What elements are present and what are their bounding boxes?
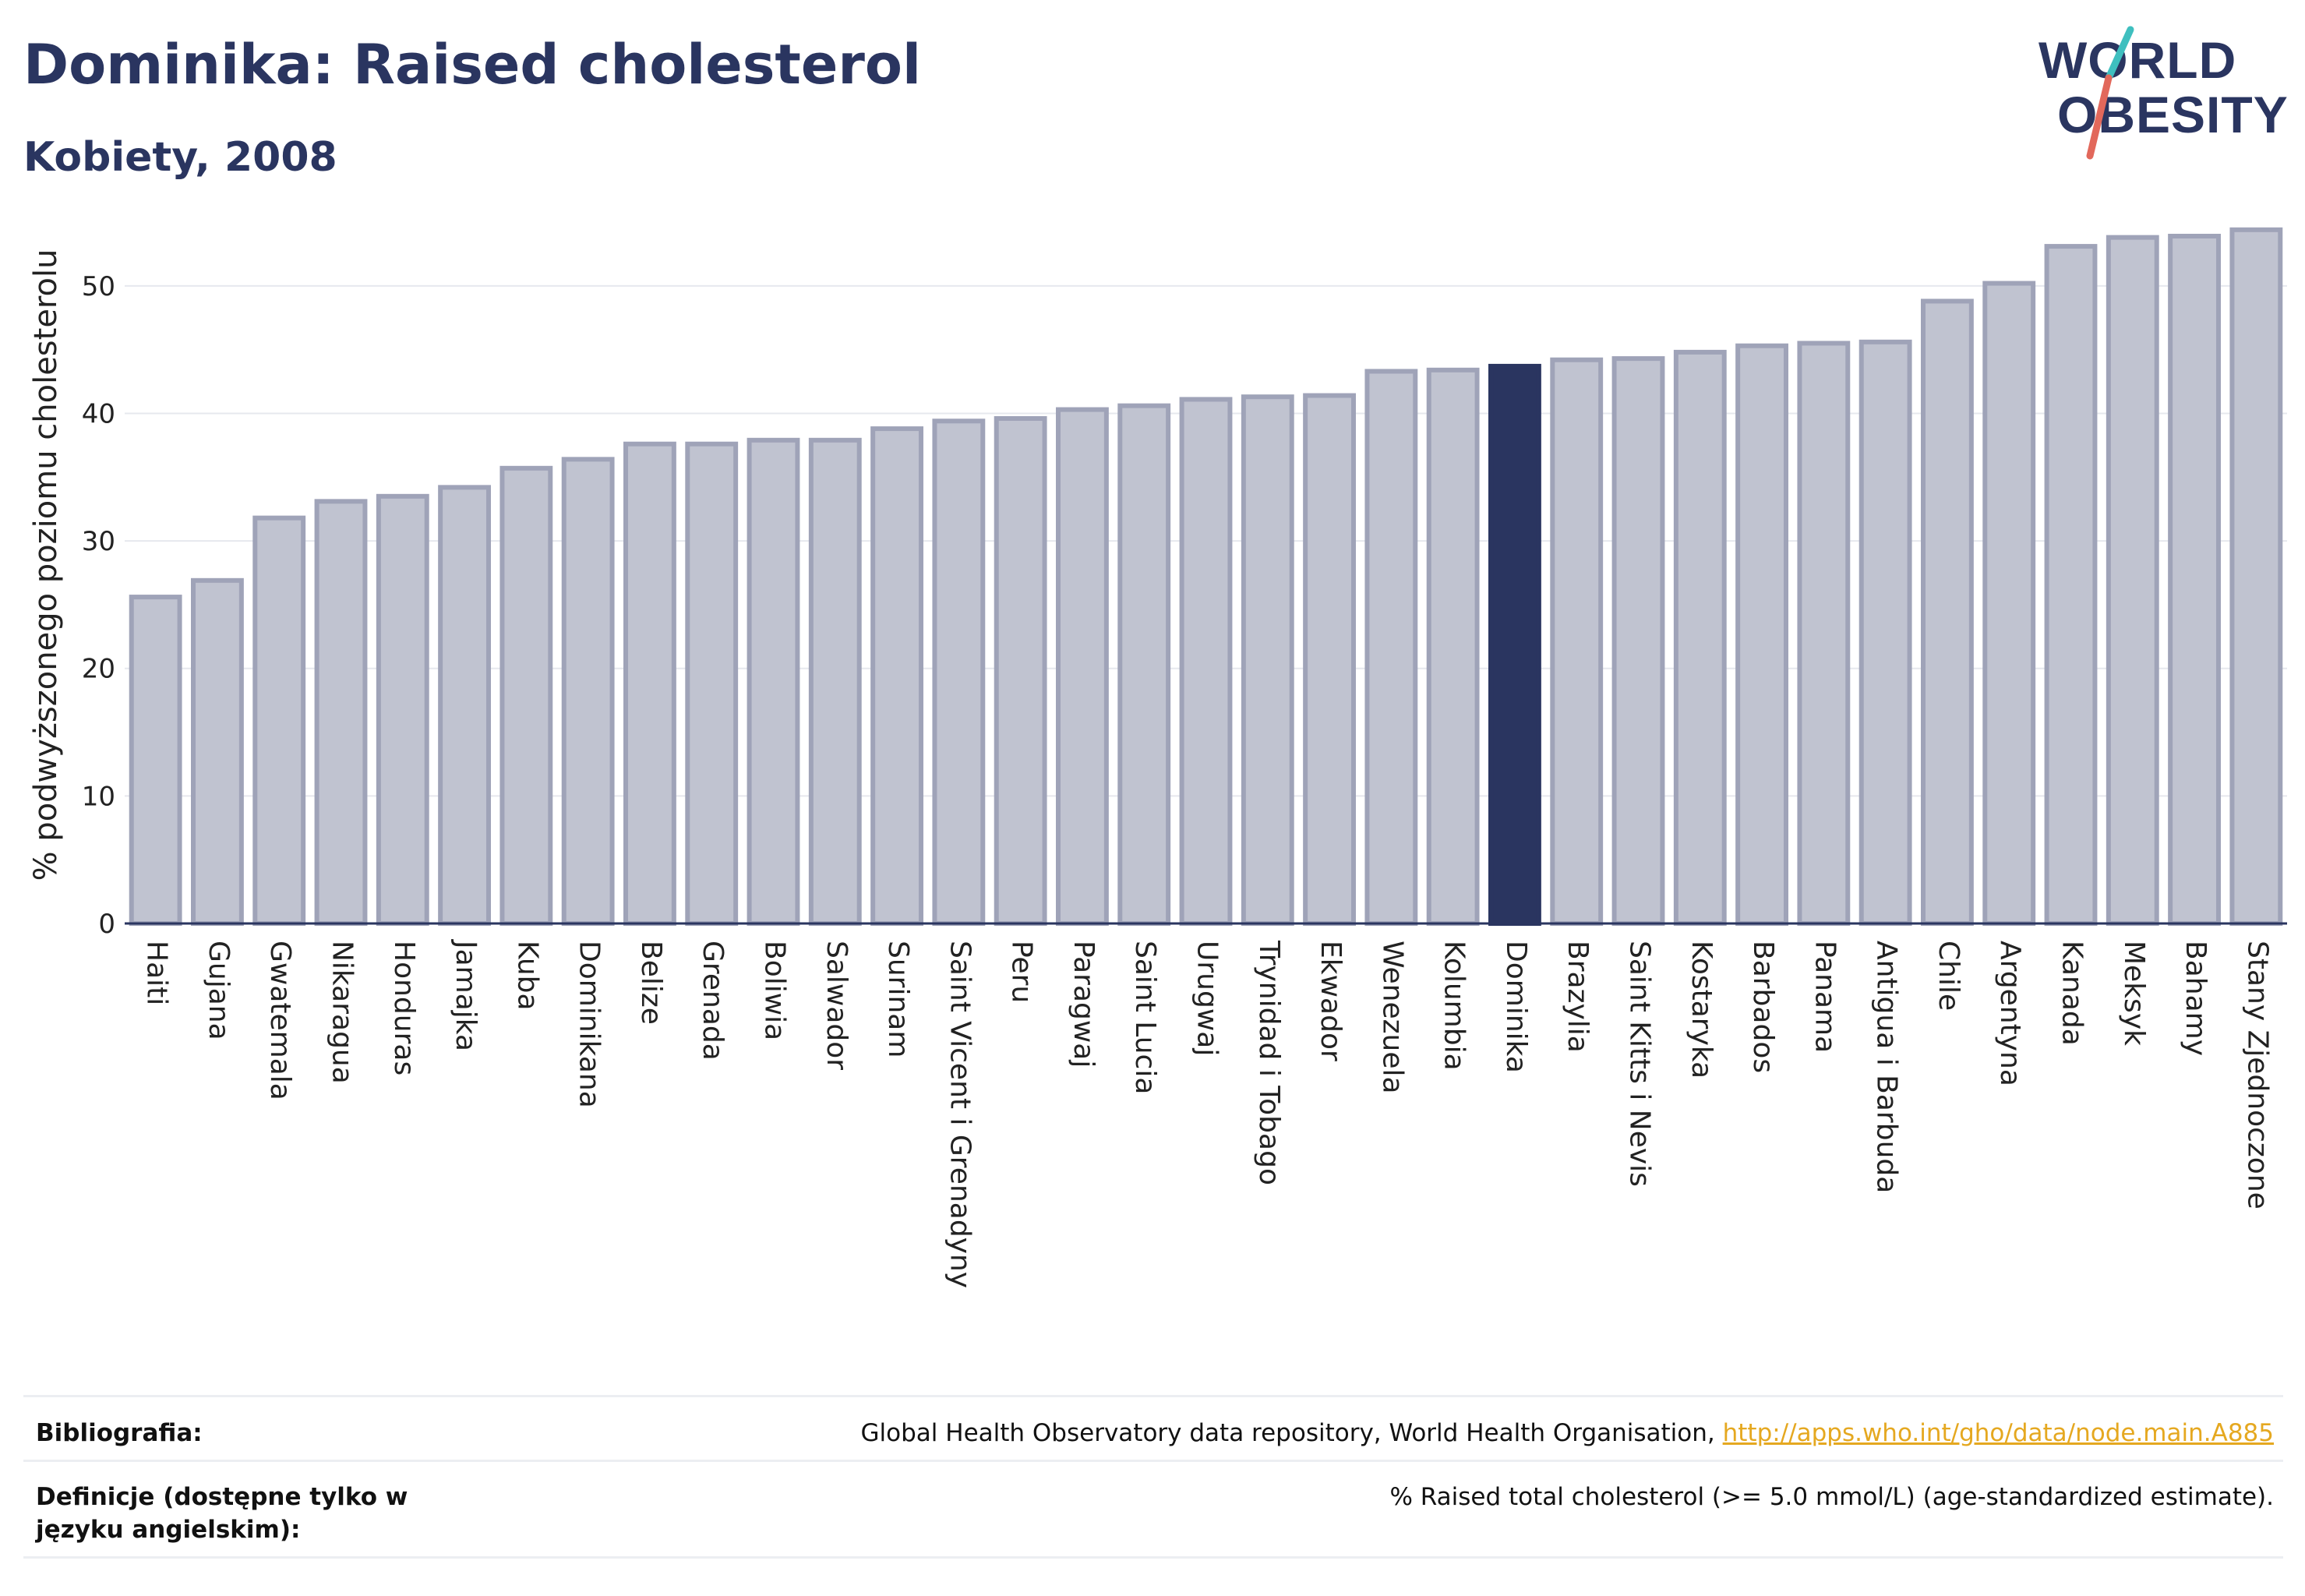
chart-title: Dominika: Raised cholesterol	[23, 33, 921, 97]
x-tick-label: Honduras	[388, 941, 420, 1075]
x-tick-label: Saint Vicent i Grenadyny	[944, 941, 976, 1288]
bar	[2229, 227, 2283, 926]
bar	[2106, 235, 2159, 926]
bar	[1611, 356, 1665, 927]
x-tick-label: Boliwia	[759, 941, 791, 1040]
bar	[438, 485, 491, 926]
bar	[1364, 369, 1418, 927]
x-tick-label: Panama	[1809, 941, 1841, 1053]
x-tick-label: Barbados	[1747, 941, 1779, 1073]
bar-chart: 0 10 20 30 40 50 % podwyższonego poziomu chole…	[28, 227, 2287, 1288]
x-tick-label: Antigua i Barbuda	[1871, 941, 1903, 1193]
logo-slash-red	[2086, 74, 2113, 160]
bar	[1858, 339, 1912, 926]
x-tick-label: Jamajka	[450, 939, 482, 1051]
bar	[1797, 341, 1851, 927]
x-tick-label: Paragwaj	[1068, 941, 1100, 1068]
x-tick-label: Saint Lucia	[1129, 941, 1161, 1094]
bibliography-label: Bibliografia:	[36, 1419, 203, 1447]
footer-divider-middle	[23, 1460, 2283, 1462]
x-tick-label: Chile	[1933, 941, 1964, 1011]
x-tick-label: Meksyk	[2118, 941, 2150, 1046]
x-tick-label: Wenezuela	[1376, 941, 1408, 1094]
x-tick-label: Peru	[1006, 941, 1038, 1003]
x-tick-label: Argentyna	[1994, 941, 2026, 1086]
bar	[1921, 298, 1974, 927]
bar	[932, 418, 986, 926]
bar	[1303, 393, 1356, 926]
bar	[1982, 281, 2036, 926]
bar	[808, 437, 862, 926]
x-tick-label: Dominika	[1500, 941, 1532, 1073]
bar	[2044, 244, 2098, 927]
bar	[376, 493, 429, 926]
y-tick-label: 10	[82, 781, 115, 812]
x-tick-label: Brazylia	[1562, 941, 1594, 1053]
bar	[994, 416, 1047, 926]
bar	[747, 437, 800, 926]
logo-slash-teal	[2105, 26, 2134, 82]
x-tick-label: Salwador	[821, 941, 852, 1070]
x-tick-label: Ekwador	[1315, 941, 1347, 1061]
bar	[1488, 363, 1541, 926]
logo-line1: WORLD	[2038, 31, 2236, 89]
x-tick-label: Grenada	[697, 941, 729, 1061]
bibliography-text: Global Health Observatory data repositor…	[860, 1419, 1723, 1447]
x-tick-label: Kostaryka	[1686, 941, 1717, 1079]
x-tick-label: Dominikana	[574, 941, 605, 1108]
y-tick-label: 40	[82, 398, 115, 429]
bar	[1735, 343, 1788, 926]
x-tick-label: Kanada	[2056, 941, 2088, 1046]
y-axis-title: % podwyższonego poziomu cholesterolu	[28, 249, 64, 881]
definitions-value: % Raised total cholesterol (>= 5.0 mmol/…	[1389, 1483, 2274, 1511]
bar	[870, 426, 923, 926]
chart-subtitle: Kobiety, 2008	[23, 134, 337, 181]
x-tick-label: Kolumbia	[1438, 941, 1470, 1071]
x-tick-label: Stany Zjednoczone	[2241, 941, 2273, 1209]
bar	[252, 515, 306, 926]
y-tick-label: 50	[82, 271, 115, 302]
x-tick-label: Bahamy	[2180, 941, 2211, 1056]
bar	[1179, 397, 1233, 926]
y-tick-label: 30	[82, 526, 115, 557]
x-tick-label: Saint Kitts i Nevis	[1624, 941, 1656, 1187]
bar	[1673, 349, 1727, 926]
definitions-label: Definicje (dostępne tylko w języku angie…	[36, 1483, 408, 1544]
y-tick-label: 20	[82, 654, 115, 685]
x-tick-label: Kuba	[511, 941, 543, 1011]
bar	[685, 441, 739, 926]
bar	[129, 595, 182, 926]
bar	[623, 441, 676, 926]
bar	[1117, 403, 1171, 926]
bar	[561, 457, 615, 926]
bar	[314, 499, 368, 926]
footer-divider-top	[23, 1395, 2283, 1397]
y-tick-label: 0	[98, 909, 115, 940]
bar	[2168, 234, 2221, 926]
bar	[191, 577, 244, 926]
bibliography-value: Global Health Observatory data repositor…	[861, 1417, 2274, 1449]
x-tick-label: Surinam	[882, 941, 914, 1058]
x-tick-label: Gwatemala	[264, 941, 296, 1100]
world-obesity-logo: WORLD OBESITY	[2038, 26, 2288, 160]
bar	[499, 465, 553, 926]
bar	[1056, 407, 1109, 926]
x-tick-label: Trynidad i Tobago	[1253, 940, 1285, 1185]
bar	[1241, 394, 1294, 926]
bar	[1550, 357, 1604, 926]
bar	[1426, 367, 1480, 926]
x-tick-label: Urugwaj	[1191, 941, 1223, 1056]
x-tick-label: Haiti	[141, 941, 173, 1005]
bibliography-link[interactable]: http://apps.who.int/gho/data/node.main.A…	[1722, 1419, 2274, 1447]
footer-divider-bottom	[23, 1556, 2283, 1559]
x-tick-label: Gujana	[203, 941, 235, 1040]
x-tick-label: Nikaragua	[327, 941, 358, 1084]
x-tick-label: Belize	[635, 941, 667, 1025]
